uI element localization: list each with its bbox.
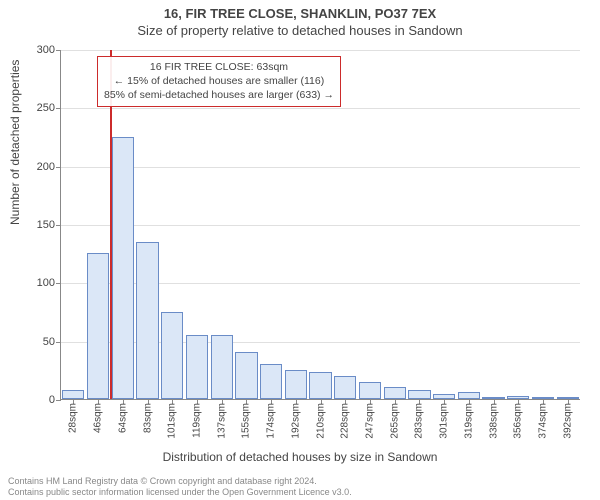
xtick-label: 28sqm (68, 403, 79, 433)
bar (285, 370, 307, 399)
bar (161, 312, 183, 400)
footer-line2: Contains public sector information licen… (8, 487, 592, 498)
annotation-box: 16 FIR TREE CLOSE: 63sqm ← 15% of detach… (97, 56, 341, 107)
xtick-label: 137sqm (216, 403, 227, 439)
page-title-sub: Size of property relative to detached ho… (0, 21, 600, 38)
xtick-label: 101sqm (167, 403, 178, 439)
xtick-label: 338sqm (488, 403, 499, 439)
page-title-address: 16, FIR TREE CLOSE, SHANKLIN, PO37 7EX (0, 0, 600, 21)
ytick-label: 250 (37, 102, 55, 114)
bar-slot: 283sqm (407, 50, 432, 399)
footer-line1: Contains HM Land Registry data © Crown c… (8, 476, 592, 487)
y-axis-label: Number of detached properties (8, 60, 22, 225)
bar-slot: 338sqm (481, 50, 506, 399)
bar (186, 335, 208, 399)
bar (359, 382, 381, 400)
bar-slot: 28sqm (61, 50, 86, 399)
histogram-chart: 050100150200250300 28sqm46sqm64sqm83sqm1… (60, 50, 580, 400)
bar (62, 390, 84, 399)
xtick-label: 319sqm (463, 403, 474, 439)
xtick-label: 392sqm (562, 403, 573, 439)
bar (260, 364, 282, 399)
bar-slot: 319sqm (457, 50, 482, 399)
bar (136, 242, 158, 400)
bar (334, 376, 356, 399)
xtick-label: 247sqm (364, 403, 375, 439)
bar (87, 253, 109, 399)
bar-slot: 265sqm (382, 50, 407, 399)
bar (211, 335, 233, 399)
bar-slot: 392sqm (555, 50, 580, 399)
xtick-label: 83sqm (142, 403, 153, 433)
xtick-label: 155sqm (241, 403, 252, 439)
xtick-label: 174sqm (266, 403, 277, 439)
bar (458, 392, 480, 399)
xtick-label: 374sqm (538, 403, 549, 439)
xtick-label: 228sqm (340, 403, 351, 439)
bar-slot: 374sqm (531, 50, 556, 399)
xtick-label: 210sqm (315, 403, 326, 439)
ytick-label: 200 (37, 161, 55, 173)
ytick-label: 150 (37, 219, 55, 231)
ytick-label: 300 (37, 44, 55, 56)
bar (235, 352, 257, 399)
x-axis-label: Distribution of detached houses by size … (0, 450, 600, 464)
bar (408, 390, 430, 399)
bar (384, 387, 406, 399)
bar-slot: 247sqm (358, 50, 383, 399)
annotation-line1: 16 FIR TREE CLOSE: 63sqm (104, 60, 334, 74)
bar (112, 137, 134, 400)
footer-attribution: Contains HM Land Registry data © Crown c… (8, 476, 592, 498)
ytick-label: 50 (43, 336, 55, 348)
xtick-label: 192sqm (290, 403, 301, 439)
bar (309, 372, 331, 399)
bar-slot: 356sqm (506, 50, 531, 399)
xtick-label: 64sqm (117, 403, 128, 433)
xtick-label: 46sqm (93, 403, 104, 433)
xtick-label: 283sqm (414, 403, 425, 439)
annotation-line2: ← 15% of detached houses are smaller (11… (104, 74, 334, 88)
bar-slot: 301sqm (432, 50, 457, 399)
xtick-label: 119sqm (191, 403, 202, 438)
xtick-label: 356sqm (513, 403, 524, 439)
ytick-label: 0 (49, 394, 55, 406)
xtick-label: 265sqm (389, 403, 400, 439)
ytick-label: 100 (37, 277, 55, 289)
xtick-label: 301sqm (439, 403, 450, 439)
annotation-line3: 85% of semi-detached houses are larger (… (104, 88, 334, 102)
ytick-mark (56, 400, 61, 401)
